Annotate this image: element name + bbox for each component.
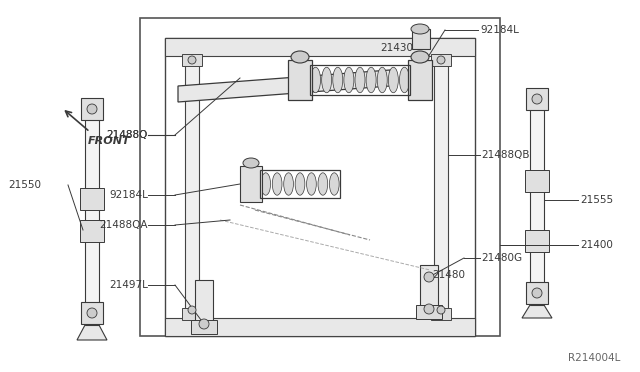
- Bar: [310, 65, 410, 95]
- Bar: [260, 170, 340, 198]
- Bar: [185, 58, 199, 316]
- Ellipse shape: [261, 173, 271, 195]
- Text: 21480: 21480: [432, 270, 465, 280]
- Bar: [85, 105, 99, 325]
- Bar: [526, 282, 548, 304]
- Ellipse shape: [333, 67, 343, 93]
- Bar: [80, 188, 104, 210]
- Bar: [525, 170, 549, 192]
- Ellipse shape: [310, 67, 321, 93]
- Bar: [434, 58, 448, 316]
- Text: 21555: 21555: [580, 195, 613, 205]
- Circle shape: [87, 104, 97, 114]
- Ellipse shape: [355, 67, 365, 93]
- Ellipse shape: [318, 173, 328, 195]
- Bar: [525, 230, 549, 252]
- Bar: [81, 302, 103, 324]
- Circle shape: [532, 94, 542, 104]
- Ellipse shape: [411, 51, 429, 63]
- Bar: [530, 95, 544, 305]
- Bar: [431, 308, 451, 320]
- Ellipse shape: [291, 51, 309, 63]
- Ellipse shape: [330, 173, 339, 195]
- Bar: [526, 88, 548, 110]
- Text: 21480G: 21480G: [481, 253, 522, 263]
- Ellipse shape: [284, 173, 293, 195]
- Bar: [81, 98, 103, 120]
- Bar: [195, 280, 213, 326]
- Circle shape: [199, 319, 209, 329]
- Text: 21430: 21430: [380, 43, 413, 53]
- Ellipse shape: [411, 24, 429, 34]
- Circle shape: [188, 56, 196, 64]
- Circle shape: [424, 272, 434, 282]
- Bar: [165, 38, 475, 336]
- Text: 21497L: 21497L: [109, 280, 148, 290]
- Text: 21400: 21400: [580, 240, 613, 250]
- Ellipse shape: [366, 67, 376, 93]
- Circle shape: [87, 308, 97, 318]
- Polygon shape: [77, 325, 107, 340]
- Text: 92184L: 92184L: [480, 25, 519, 35]
- Bar: [420, 265, 438, 311]
- Ellipse shape: [322, 67, 332, 93]
- Bar: [191, 320, 217, 334]
- Bar: [80, 220, 104, 242]
- Ellipse shape: [344, 67, 354, 93]
- Text: 21550: 21550: [8, 180, 41, 190]
- Bar: [165, 38, 475, 56]
- Text: 21488QB: 21488QB: [481, 150, 529, 160]
- Circle shape: [532, 288, 542, 298]
- Polygon shape: [522, 305, 552, 318]
- Ellipse shape: [295, 173, 305, 195]
- Text: R214004L: R214004L: [568, 353, 620, 363]
- Circle shape: [424, 304, 434, 314]
- Ellipse shape: [307, 173, 316, 195]
- Ellipse shape: [388, 67, 398, 93]
- Bar: [182, 54, 202, 66]
- Bar: [240, 166, 262, 202]
- Text: FRONT: FRONT: [88, 136, 131, 146]
- Bar: [431, 54, 451, 66]
- Bar: [165, 318, 475, 336]
- Circle shape: [188, 306, 196, 314]
- Bar: [182, 308, 202, 320]
- Polygon shape: [178, 70, 390, 102]
- Circle shape: [437, 306, 445, 314]
- Ellipse shape: [272, 173, 282, 195]
- Bar: [416, 305, 442, 319]
- Text: 92184L: 92184L: [109, 190, 148, 200]
- Ellipse shape: [377, 67, 387, 93]
- Ellipse shape: [399, 67, 410, 93]
- Circle shape: [437, 56, 445, 64]
- Text: 21488Q: 21488Q: [107, 130, 148, 140]
- Ellipse shape: [243, 158, 259, 168]
- Bar: [408, 60, 432, 100]
- Text: 21488Q: 21488Q: [107, 130, 148, 140]
- Bar: [288, 60, 312, 100]
- Bar: [140, 18, 500, 336]
- Text: 21488QA: 21488QA: [99, 220, 148, 230]
- Bar: [412, 29, 430, 49]
